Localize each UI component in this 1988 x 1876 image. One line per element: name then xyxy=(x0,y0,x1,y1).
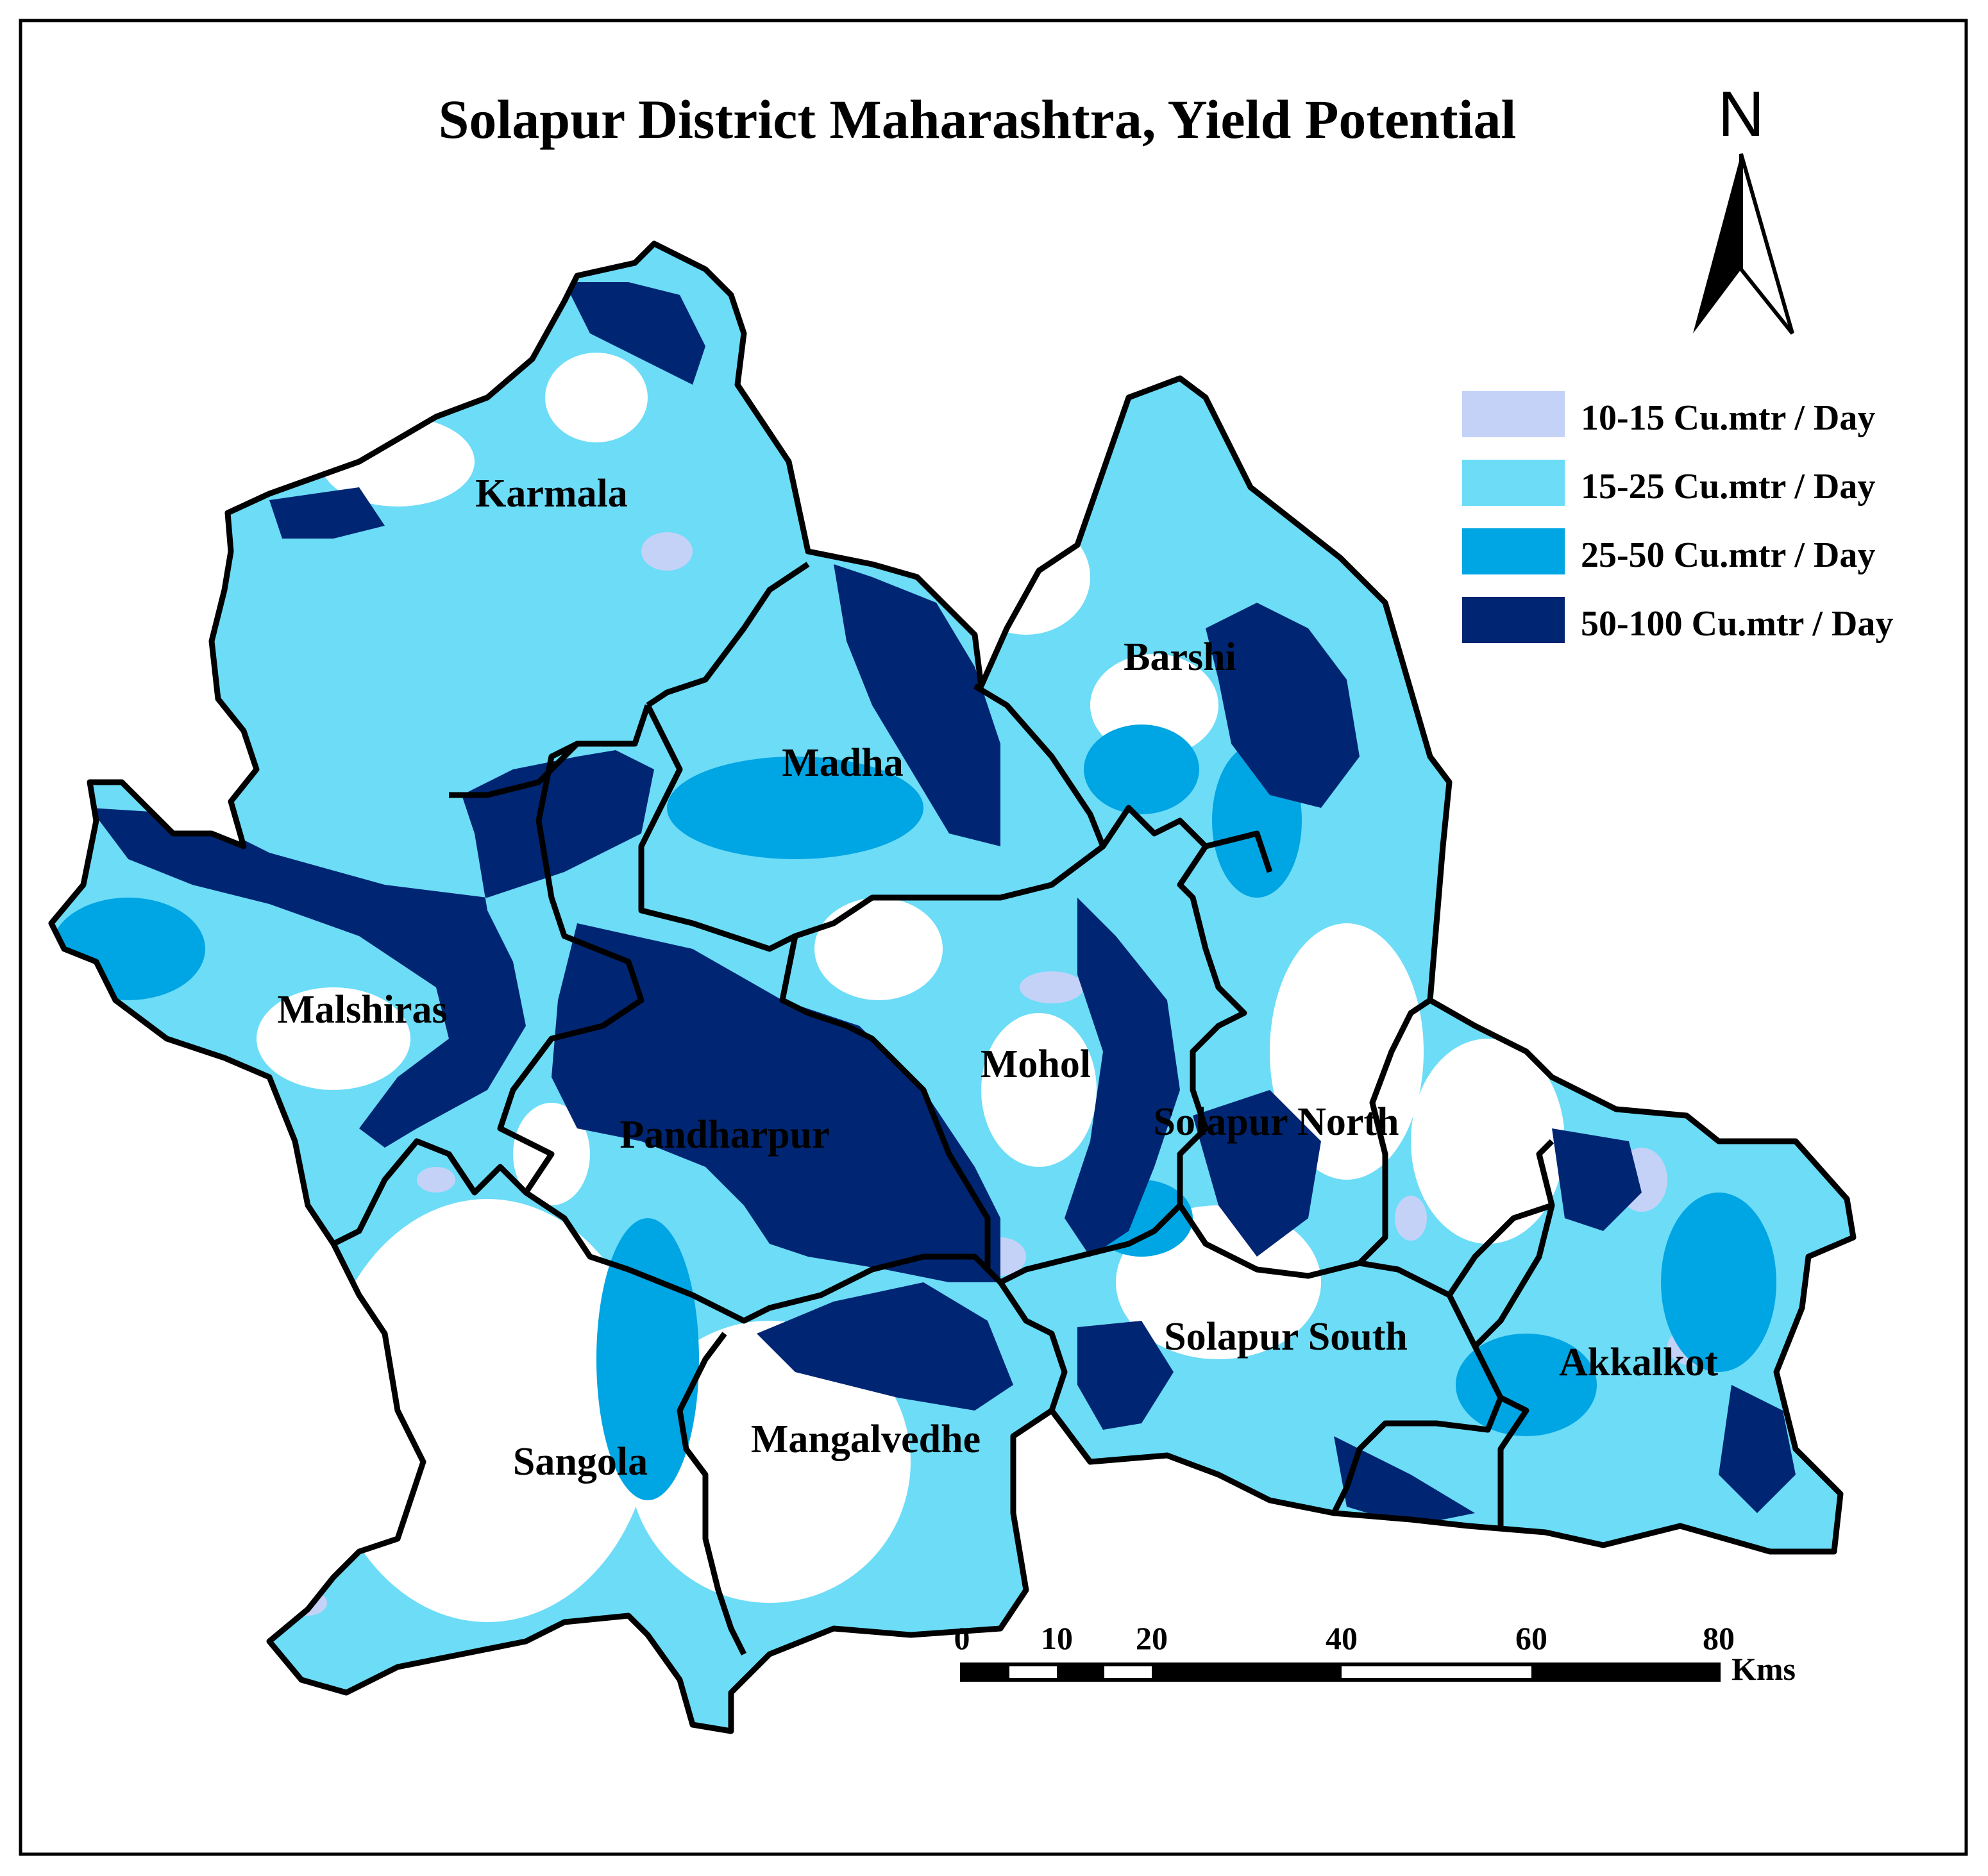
label-solapur-south: Solapur South xyxy=(1164,1315,1408,1359)
svg-text:15-25 Cu.mtr / Day: 15-25 Cu.mtr / Day xyxy=(1581,467,1875,507)
scale-bar: 0 10 20 40 60 80 Kms xyxy=(954,1620,1796,1687)
legend-swatch-10-15 xyxy=(1462,391,1565,437)
north-arrow-icon xyxy=(1693,154,1741,333)
scale-tick-60: 60 xyxy=(1515,1620,1547,1656)
svg-text:10-15 Cu.mtr / Day: 10-15 Cu.mtr / Day xyxy=(1581,398,1875,438)
scale-tick-10: 10 xyxy=(1041,1620,1073,1656)
scale-tick-0: 0 xyxy=(954,1620,970,1656)
label-karmala: Karmala xyxy=(475,472,628,515)
label-malshiras: Malshiras xyxy=(277,988,447,1032)
north-label: N xyxy=(1718,78,1764,150)
label-sangola: Sangola xyxy=(513,1440,648,1484)
label-pandharpur: Pandharpur xyxy=(619,1113,829,1157)
north-arrow: N xyxy=(1693,78,1794,335)
scale-tick-80: 80 xyxy=(1703,1620,1735,1656)
label-mohol: Mohol xyxy=(981,1043,1091,1086)
scale-unit: Kms xyxy=(1731,1651,1796,1687)
label-solapur-north: Solapur North xyxy=(1154,1100,1399,1144)
legend-item: 10-15 Cu.mtr / Day xyxy=(1462,391,1875,438)
label-akkalkot: Akkalkot xyxy=(1559,1341,1718,1384)
legend-item: 50-100 Cu.mtr / Day xyxy=(1462,597,1893,644)
legend: 10-15 Cu.mtr / Day 15-25 Cu.mtr / Day 25… xyxy=(1462,391,1893,644)
legend-item: 15-25 Cu.mtr / Day xyxy=(1462,460,1875,507)
label-mangalvedhe: Mangalvedhe xyxy=(751,1418,981,1461)
svg-text:50-100 Cu.mtr / Day: 50-100 Cu.mtr / Day xyxy=(1581,604,1893,644)
scale-tick-20: 20 xyxy=(1136,1620,1168,1656)
legend-swatch-50-100 xyxy=(1462,597,1565,643)
scale-tick-40: 40 xyxy=(1326,1620,1358,1656)
legend-swatch-15-25 xyxy=(1462,460,1565,506)
svg-text:25-50 Cu.mtr / Day: 25-50 Cu.mtr / Day xyxy=(1581,535,1875,575)
label-madha: Madha xyxy=(782,741,903,785)
label-barshi: Barshi xyxy=(1124,635,1236,679)
legend-swatch-25-50 xyxy=(1462,528,1565,574)
taluka-boundaries xyxy=(48,240,1857,1734)
taluka-labels: Karmala Barshi Madha Malshiras Mohol Pan… xyxy=(277,472,1718,1484)
map-title: Solapur District Maharashtra, Yield Pote… xyxy=(439,88,1517,150)
legend-item: 25-50 Cu.mtr / Day xyxy=(1462,528,1875,575)
